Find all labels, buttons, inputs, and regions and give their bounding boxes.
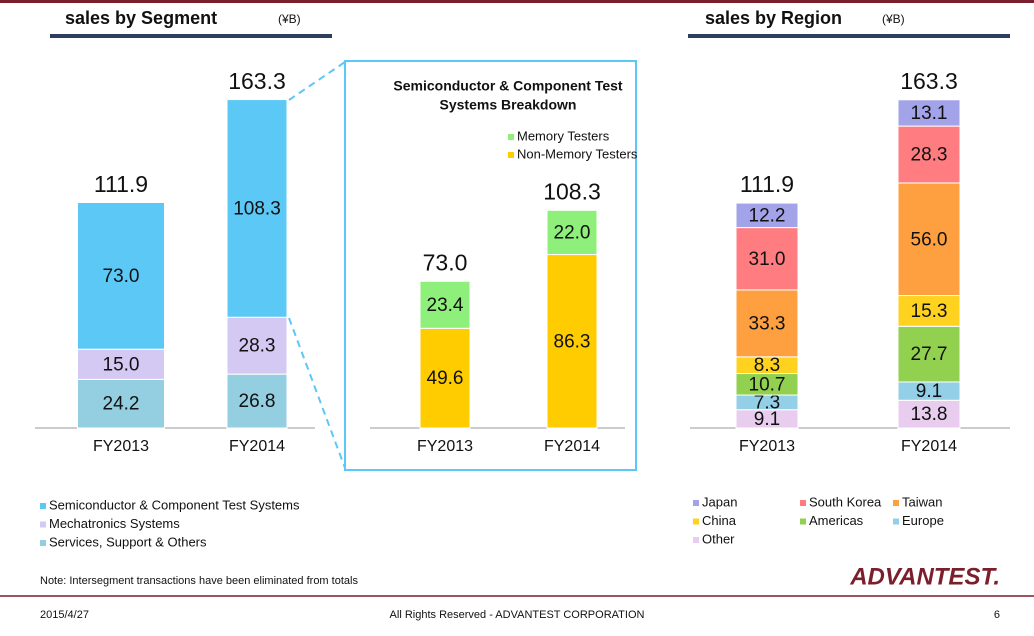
- header-unit: (¥B): [278, 12, 301, 26]
- bar-segment: [735, 202, 799, 229]
- legend-label: Services, Support & Others: [49, 534, 207, 549]
- bar-segment: [226, 373, 288, 429]
- legend-label: Japan: [702, 494, 737, 509]
- header-title: sales by Region: [705, 8, 842, 28]
- bar-segment: [897, 295, 961, 327]
- legend-swatch: [40, 540, 46, 546]
- bar-segment: [77, 348, 165, 380]
- x-tick-label: FY2013: [93, 438, 149, 455]
- value-label: 15.3: [911, 301, 948, 322]
- breakdown-box: [344, 60, 637, 471]
- value-label: 86.3: [554, 331, 591, 352]
- legend-label: China: [702, 513, 737, 528]
- legend-label: Semiconductor & Component Test Systems: [49, 497, 300, 512]
- value-label: 56.0: [911, 229, 948, 250]
- x-tick-label: FY2013: [739, 438, 795, 455]
- legend-swatch: [693, 518, 699, 525]
- total-label: 111.9: [94, 171, 148, 197]
- value-label: 28.3: [911, 145, 948, 166]
- legend-swatch: [693, 537, 699, 543]
- value-label: 13.8: [911, 404, 948, 425]
- bar-segment: [897, 99, 961, 127]
- value-label: 24.2: [103, 394, 140, 415]
- value-label: 7.3: [754, 392, 780, 413]
- logo: ADVANTEST.: [849, 563, 1000, 590]
- bar-segment: [77, 201, 165, 350]
- bar-segment: [546, 209, 598, 256]
- value-label: 73.0: [103, 266, 140, 287]
- value-label: 13.1: [911, 103, 948, 124]
- x-tick-label: FY2013: [417, 438, 473, 455]
- legend-label: Americas: [809, 513, 864, 528]
- chart-title: Semiconductor & Component Test: [393, 78, 623, 94]
- bar-segment: [77, 378, 165, 429]
- legend-swatch: [893, 500, 899, 506]
- header-rule: [688, 34, 1010, 38]
- value-label: 31.0: [749, 249, 786, 270]
- value-label: 15.0: [103, 354, 140, 375]
- total-label: 163.3: [228, 68, 286, 94]
- note: Note: Intersegment transactions have bee…: [40, 575, 358, 587]
- value-label: 23.4: [427, 295, 464, 316]
- total-label: 108.3: [543, 178, 601, 204]
- legend-label: Europe: [902, 513, 944, 528]
- x-tick-label: FY2014: [544, 438, 600, 455]
- x-tick-label: FY2014: [901, 438, 957, 455]
- legend-label: Non-Memory Testers: [517, 146, 638, 161]
- bar-segment: [897, 182, 961, 297]
- legend-label: South Korea: [809, 494, 882, 509]
- legend-swatch: [508, 134, 514, 140]
- legend-label: Memory Testers: [517, 128, 610, 143]
- value-label: 10.7: [749, 374, 786, 395]
- bar-segment: [226, 316, 288, 375]
- bar-segment: [419, 280, 471, 329]
- bar-segment: [735, 227, 799, 291]
- top-border: [0, 0, 1034, 3]
- footer-copyright: All Rights Reserved - ADVANTEST CORPORAT…: [390, 609, 645, 621]
- header-title: sales by Segment: [65, 8, 217, 28]
- bar-segment: [546, 254, 598, 429]
- legend-swatch: [800, 500, 806, 506]
- total-label: 111.9: [740, 171, 794, 197]
- legend-swatch: [508, 152, 514, 158]
- header-unit: (¥B): [882, 12, 905, 26]
- value-label: 22.0: [554, 222, 591, 243]
- value-label: 28.3: [239, 336, 276, 357]
- legend-label: Other: [702, 531, 735, 546]
- legend-swatch: [40, 503, 46, 509]
- page-number: 6: [994, 609, 1000, 621]
- value-label: 27.7: [911, 344, 948, 365]
- total-label: 73.0: [423, 249, 468, 275]
- zoom-line: [288, 317, 346, 469]
- chart-title: Systems Breakdown: [440, 97, 577, 113]
- value-label: 26.8: [239, 391, 276, 412]
- value-label: 8.3: [754, 355, 780, 376]
- value-label: 12.2: [749, 205, 786, 226]
- header-rule: [50, 34, 332, 38]
- bar-segment: [226, 99, 288, 318]
- total-label: 163.3: [900, 68, 958, 94]
- legend-swatch: [800, 518, 806, 525]
- footer-date: 2015/4/27: [40, 609, 89, 621]
- x-tick-label: FY2014: [229, 438, 285, 455]
- bar-segment: [897, 325, 961, 383]
- value-label: 9.1: [754, 409, 780, 430]
- bar-segment: [897, 399, 961, 429]
- legend-swatch: [893, 518, 899, 525]
- legend-swatch: [693, 500, 699, 506]
- value-label: 9.1: [916, 381, 942, 402]
- bar-segment: [735, 289, 799, 358]
- value-label: 33.3: [749, 313, 786, 334]
- legend-swatch: [40, 521, 46, 528]
- value-label: 108.3: [233, 198, 281, 219]
- legend-label: Taiwan: [902, 494, 942, 509]
- value-label: 49.6: [427, 368, 464, 389]
- legend-label: Mechatronics Systems: [49, 516, 180, 531]
